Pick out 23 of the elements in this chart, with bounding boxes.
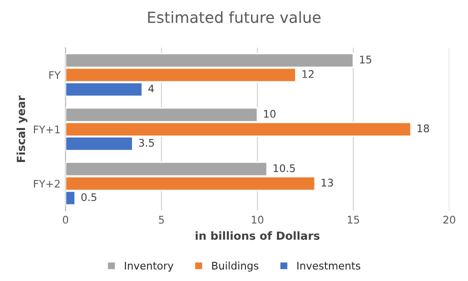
y-axis-title: Fiscal year (16, 96, 28, 162)
x-tick-label: 20 (443, 216, 456, 224)
data-label: 10.5 (274, 164, 295, 172)
x-tick-label: 5 (158, 216, 164, 224)
y-tick-label: FY+2 (34, 180, 60, 188)
y-tick-label: FY+1 (34, 126, 60, 134)
data-label: 0.5 (81, 193, 96, 202)
x-tick-label: 15 (348, 216, 360, 224)
data-label: 12 (302, 70, 314, 78)
data-label: 18 (418, 124, 429, 132)
x-tick-label: 0 (62, 216, 68, 224)
data-label: 4 (148, 84, 154, 92)
data-label: 3.5 (139, 138, 154, 147)
y-tick-label: FY (49, 71, 61, 79)
legend-label: Buildings (212, 262, 258, 272)
x-axis-title: in billions of Dollars (196, 231, 320, 240)
chart-title: Estimated future value (148, 11, 321, 24)
legend-label: Investments (297, 262, 360, 270)
data-label: 13 (322, 178, 333, 187)
data-label: 15 (360, 56, 372, 64)
x-tick-label: 10 (252, 216, 264, 224)
data-label: 10 (264, 110, 276, 118)
legend-label: Inventory (124, 262, 174, 272)
